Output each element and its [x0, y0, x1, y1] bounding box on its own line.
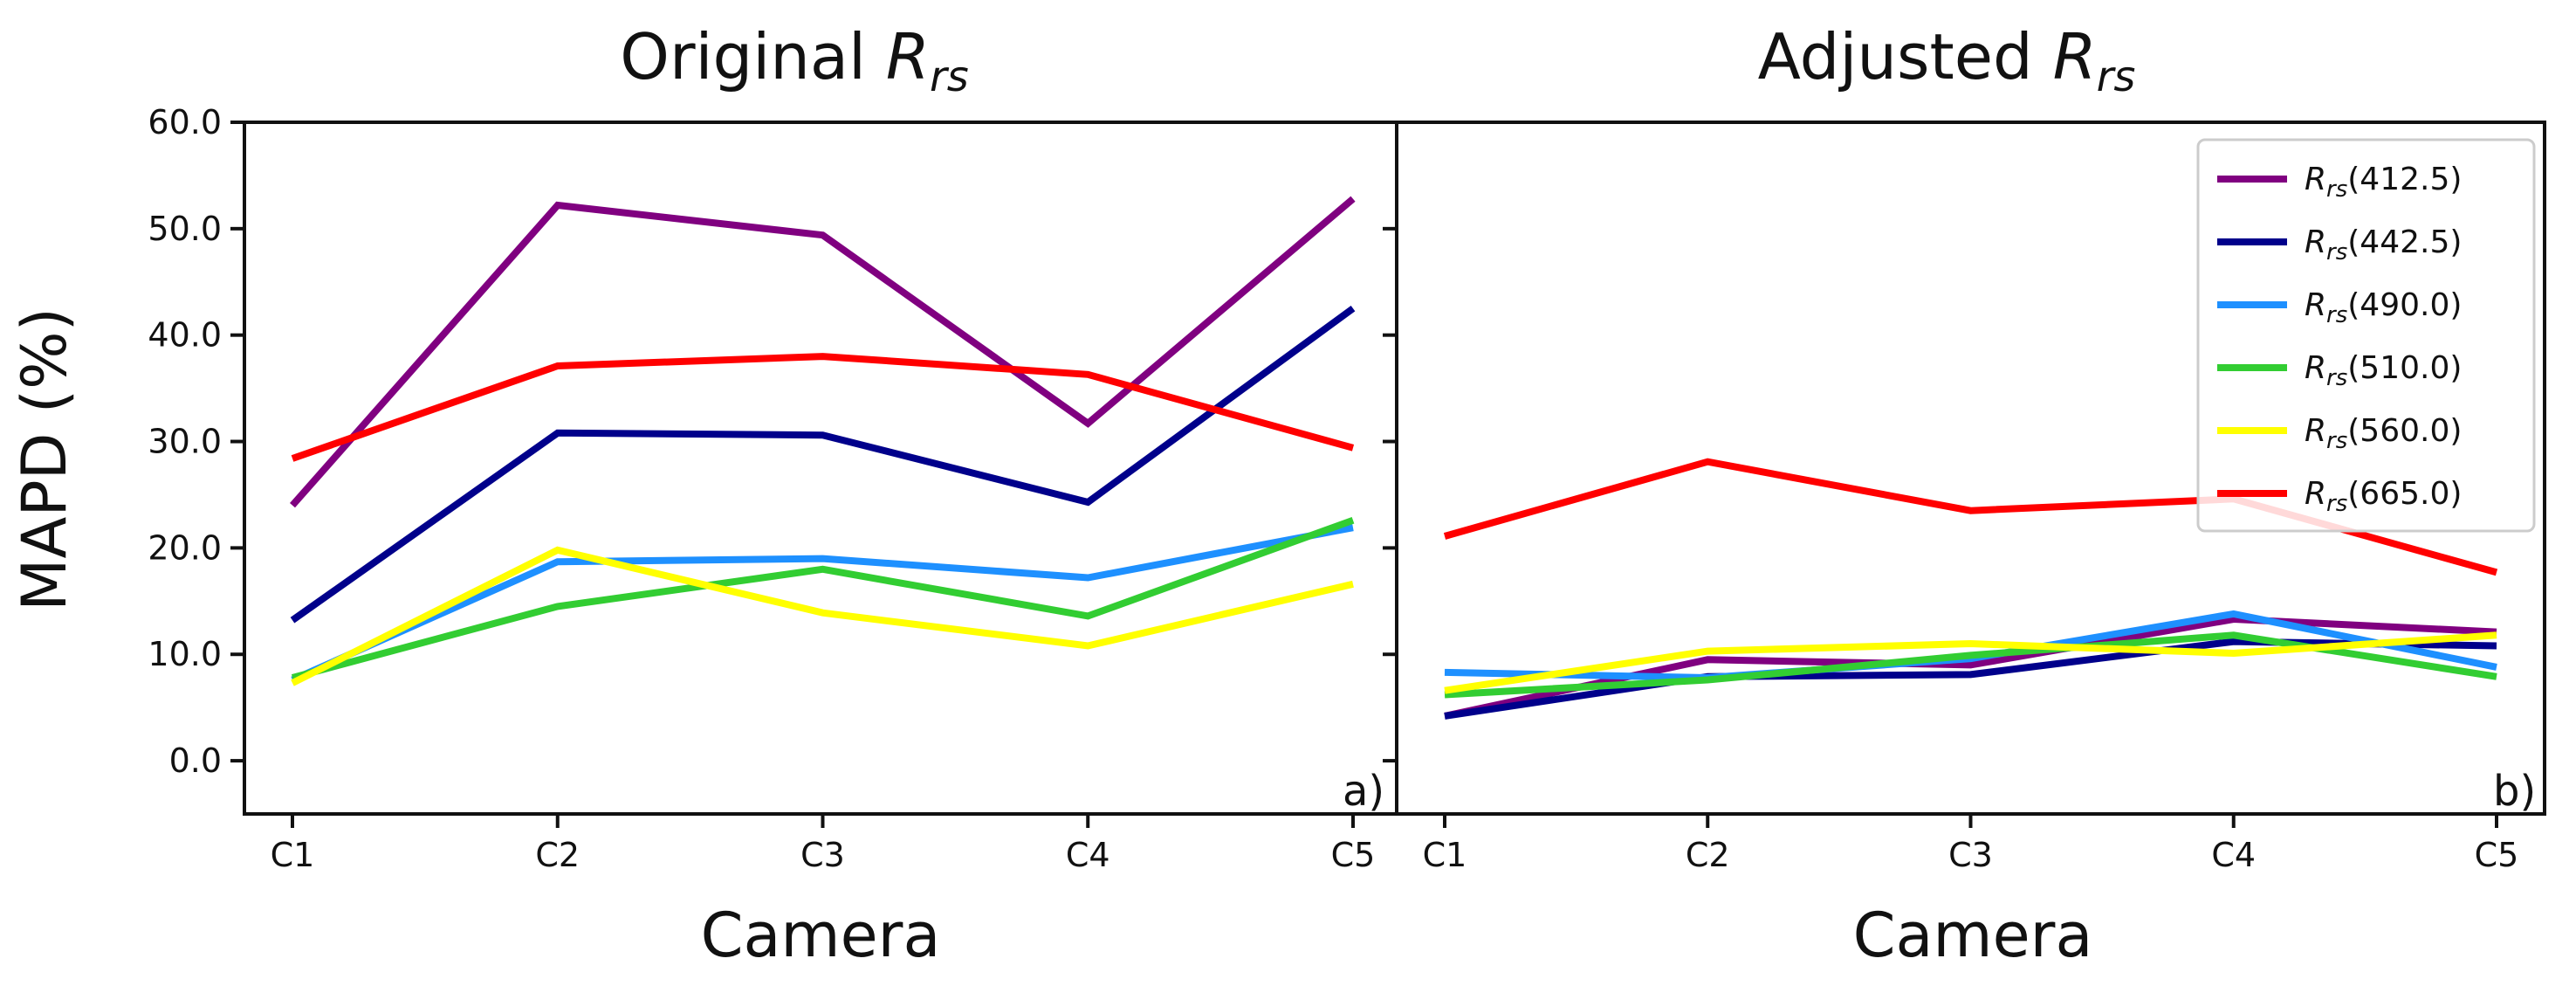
- panel-a-series-line-rrs-510-0-: [291, 516, 1355, 681]
- panel-a-series-line-rrs-412-5-: [290, 196, 1356, 508]
- panel-a-frame: [243, 121, 1398, 816]
- y-tick-label: 50.0: [148, 210, 222, 248]
- x-tick-label-c4: C4: [2211, 836, 2256, 874]
- legend-label: Rrs(665.0): [2305, 476, 2462, 517]
- x-tick-label-c5: C5: [2475, 836, 2519, 874]
- panel-b-tag: b): [2493, 767, 2536, 816]
- panel-a-series-line-rrs-560-0-: [291, 546, 1354, 686]
- legend: Rrs(412.5) Rrs(442.5) Rrs(490.0) Rrs(510.0)…: [2196, 138, 2536, 533]
- x-tick-label-c1: C1: [1423, 836, 1467, 874]
- x-tick-label-c5: C5: [1331, 836, 1376, 874]
- y-tick-label: 30.0: [148, 423, 222, 461]
- panel-a-series-line-rrs-490-0-: [291, 524, 1354, 684]
- x-tick-label-c3: C3: [1948, 836, 1993, 874]
- y-tick-label: 0.0: [169, 741, 222, 780]
- panel-b-series-line-rrs-442-5-: [1444, 638, 2497, 720]
- panel-a-series-line-rrs-665-0-: [291, 353, 1355, 462]
- y-tick-label: 10.0: [148, 635, 222, 673]
- y-tick-label: 60.0: [148, 103, 222, 141]
- ticks-layer: 0.0 10.0 20.0 30.0 40.0 50.0 60.0 C1 C2 C3 C4 C5 C1 C…: [148, 103, 2518, 874]
- panel-b-title: Adjusted Rrs: [1758, 20, 2136, 101]
- panel-b-series-line-rrs-560-0-: [1444, 631, 2497, 694]
- x-tick-label-c1: C1: [271, 836, 315, 874]
- legend-label: Rrs(510.0): [2305, 350, 2462, 391]
- x-tick-label-c2: C2: [535, 836, 580, 874]
- y-tick-label: 40.0: [148, 316, 222, 355]
- x-tick-label-c2: C2: [1686, 836, 1730, 874]
- panel-a-tag: a): [1343, 767, 1384, 816]
- panel-a-series-line-rrs-442-5-: [290, 305, 1356, 624]
- y-axis-label: MAPD (%): [9, 307, 80, 611]
- series-layer: [290, 196, 2498, 720]
- panel-b-x-axis-label: Camera: [1853, 900, 2093, 971]
- legend-label: Rrs(412.5): [2305, 162, 2462, 203]
- legend-label: Rrs(442.5): [2305, 224, 2462, 265]
- legend-box: [2196, 138, 2536, 533]
- y-tick-label: 20.0: [148, 528, 222, 567]
- x-tick-label-c4: C4: [1066, 836, 1110, 874]
- panel-a-x-axis-label: Camera: [701, 900, 941, 971]
- legend-label: Rrs(490.0): [2305, 287, 2462, 328]
- panel-a-title: Original Rrs: [620, 20, 968, 101]
- legend-label: Rrs(560.0): [2305, 413, 2462, 454]
- x-tick-label-c3: C3: [800, 836, 845, 874]
